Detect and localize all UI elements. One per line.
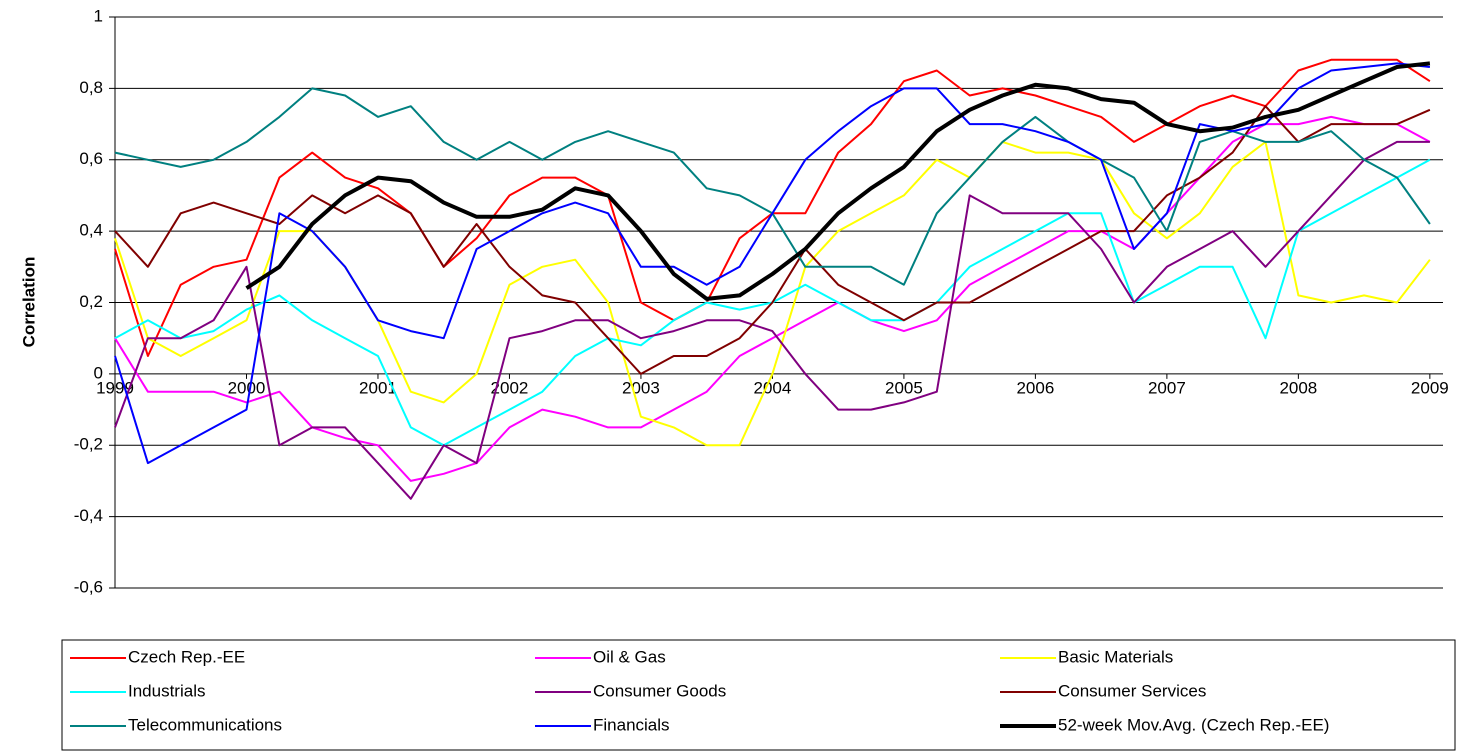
series-line (114, 62, 1431, 465)
y-tick-label: -0,6 (74, 577, 103, 596)
x-tick-label: 2009 (1411, 378, 1449, 397)
y-tick-label: -0,2 (74, 435, 103, 454)
x-tick-label: 2006 (1016, 378, 1054, 397)
x-tick-label: 2003 (622, 378, 660, 397)
y-axis-label: Correlation (19, 257, 38, 348)
series-line (114, 140, 1430, 500)
x-tick-label: 2008 (1279, 378, 1317, 397)
series-line (114, 58, 1431, 357)
y-tick-label: 0 (94, 363, 103, 382)
legend-label: Basic Materials (1058, 647, 1173, 666)
series-line (114, 105, 1431, 375)
series-line (245, 61, 1431, 301)
y-tick-label: 1 (94, 6, 103, 25)
legend-label: Industrials (128, 681, 205, 700)
series-line (114, 140, 1431, 447)
x-tick-label: 2007 (1148, 378, 1186, 397)
legend-label: Oil & Gas (593, 647, 666, 666)
legend-label: Czech Rep.-EE (128, 647, 245, 666)
y-tick-label: 0,8 (79, 78, 103, 97)
legend-label: 52-week Mov.Avg. (Czech Rep.-EE) (1058, 715, 1329, 734)
y-tick-label: 0,2 (79, 292, 103, 311)
x-tick-label: 2005 (885, 378, 923, 397)
x-tick-label: 2000 (228, 378, 266, 397)
legend-box (61, 639, 1456, 751)
y-tick-label: -0,4 (74, 506, 103, 525)
legend-label: Financials (593, 715, 670, 734)
x-tick-label: 2004 (754, 378, 792, 397)
x-tick-label: 1999 (96, 378, 134, 397)
y-tick-label: 0,6 (79, 149, 103, 168)
legend-label: Consumer Goods (593, 681, 726, 700)
legend-label: Consumer Services (1058, 681, 1206, 700)
x-tick-label: 2002 (491, 378, 529, 397)
series-line (114, 115, 1431, 482)
series-line (114, 87, 1431, 286)
y-tick-label: 0,4 (79, 221, 103, 240)
x-tick-label: 2001 (359, 378, 397, 397)
legend-label: Telecommunications (128, 715, 282, 734)
